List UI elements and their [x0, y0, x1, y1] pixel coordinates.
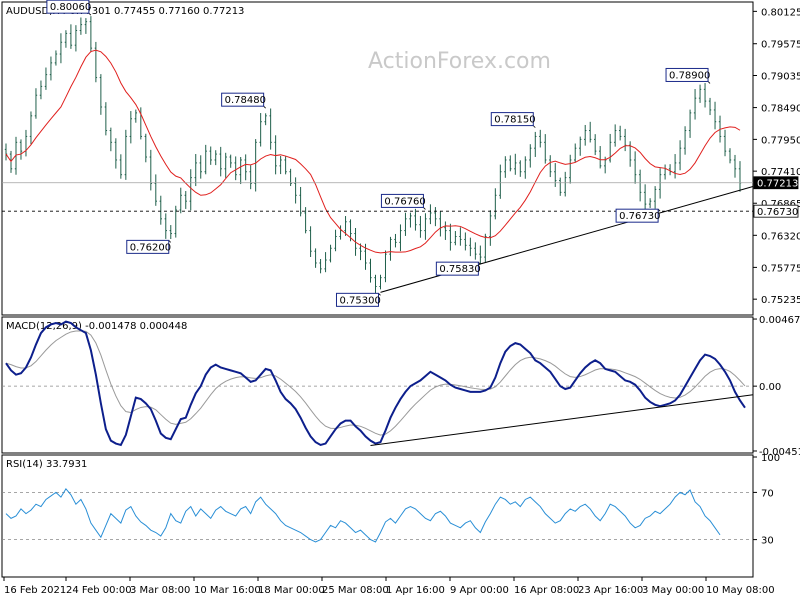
x-tick-label: 16 Feb 2021 — [4, 585, 66, 596]
support-price-tag: 0.76730 — [757, 207, 798, 218]
macd-y-tick-label: 0.00 — [759, 382, 781, 393]
moving-average-line — [5, 49, 741, 254]
macd-panel-title: MACD(12,26,9) -0.001478 0.000448 — [6, 321, 187, 332]
rsi-panel-title: RSI(14) 33.7931 — [6, 459, 87, 470]
price-y-tick-label: 0.79035 — [761, 72, 800, 83]
x-tick-label: 16 Apr 08:00 — [514, 585, 579, 596]
price-moving-average — [5, 49, 741, 254]
price-callouts: 0.80060 0.78480 0.76200 0.75300 0.76760 0.758… — [46, 0, 710, 307]
callout-label: 0.78900 — [669, 70, 710, 81]
macd-trendline — [370, 394, 754, 447]
price-y-tick-label: 0.79575 — [761, 40, 800, 51]
price-y-tick-label: 0.75775 — [761, 263, 800, 274]
x-tick-label: 23 Apr 16:00 — [578, 585, 643, 596]
rsi-y-axis: 100 70 30 — [2, 453, 780, 547]
x-tick-label: 3 Mar 08:00 — [130, 585, 190, 596]
price-candles — [4, 16, 742, 296]
rsi-y-tick-label: 70 — [761, 488, 774, 499]
macd-main-line — [5, 320, 746, 447]
callout-label: 0.80060 — [50, 2, 91, 13]
price-y-axis: 0.80125 0.79575 0.79035 0.78490 0.77950 0.774… — [753, 7, 800, 306]
x-tick-label: 18 Mar 00:00 — [258, 585, 325, 596]
callout-label: 0.75300 — [339, 295, 380, 306]
callout-box — [126, 239, 170, 254]
macd-y-tick-label: 0.004677 — [759, 315, 800, 326]
rsi-y-tick-label: 30 — [761, 536, 774, 547]
price-y-tick-label: 0.76320 — [761, 231, 800, 242]
callout-label: 0.78480 — [225, 95, 266, 106]
macd-panel-frame — [1, 316, 754, 454]
price-panel-frame — [1, 1, 754, 316]
x-tick-label: 25 Mar 08:00 — [322, 585, 389, 596]
x-tick-label: 9 Apr 00:00 — [450, 585, 509, 596]
rsi-panel-frame — [1, 454, 754, 578]
macd-y-axis: 0.004677 0.00 -0.004519 — [2, 315, 800, 458]
price-y-tick-label: 0.77950 — [761, 135, 800, 146]
price-y-tick-label: 0.78490 — [761, 104, 800, 115]
price-panel-title: AUDUSD,H4 0.77301 0.77455 0.77160 0.7721… — [6, 6, 244, 17]
callout-box — [335, 292, 379, 307]
price-y-tick-label: 0.80125 — [761, 7, 800, 18]
current-price-tag: 0.77213 — [757, 179, 798, 190]
rsi-lines — [5, 488, 721, 543]
price-y-tick-label: 0.77410 — [761, 167, 800, 178]
watermark: ActionForex.com — [368, 49, 551, 74]
callout-box — [490, 112, 534, 127]
x-axis: 16 Feb 2021 24 Feb 00:003 Mar 08:00 10 Mar… — [3, 577, 775, 596]
macd-signal-line — [5, 330, 746, 436]
callout-box — [380, 193, 424, 208]
current-price-tag-box — [753, 176, 799, 190]
callout-box — [665, 67, 709, 82]
x-tick-label: 24 Feb 00:00 — [66, 585, 132, 596]
callout-label: 0.75830 — [439, 264, 480, 275]
x-tick-label: 3 May 00:00 — [642, 585, 704, 596]
callout-box — [435, 261, 479, 276]
callout-label: 0.78150 — [494, 115, 535, 126]
callout-label: 0.76730 — [619, 211, 660, 222]
support-price-tag-box — [753, 204, 799, 218]
x-tick-label: 1 Apr 16:00 — [386, 585, 445, 596]
macd-lines — [5, 320, 754, 447]
callout-box — [221, 92, 265, 107]
callout-label: 0.76760 — [384, 196, 425, 207]
callout-box — [46, 0, 90, 14]
rsi-y-tick-label: 100 — [761, 453, 780, 464]
callout-label: 0.76200 — [130, 242, 171, 253]
price-y-tick-label: 0.76865 — [761, 199, 800, 210]
x-tick-label: 10 May 08:00 — [706, 585, 775, 596]
rsi-line — [5, 488, 721, 543]
x-tick-label: 10 Mar 16:00 — [194, 585, 261, 596]
price-y-tick-label: 0.75235 — [761, 295, 800, 306]
callout-box — [615, 208, 659, 223]
macd-y-tick-label: -0.004519 — [759, 447, 800, 458]
